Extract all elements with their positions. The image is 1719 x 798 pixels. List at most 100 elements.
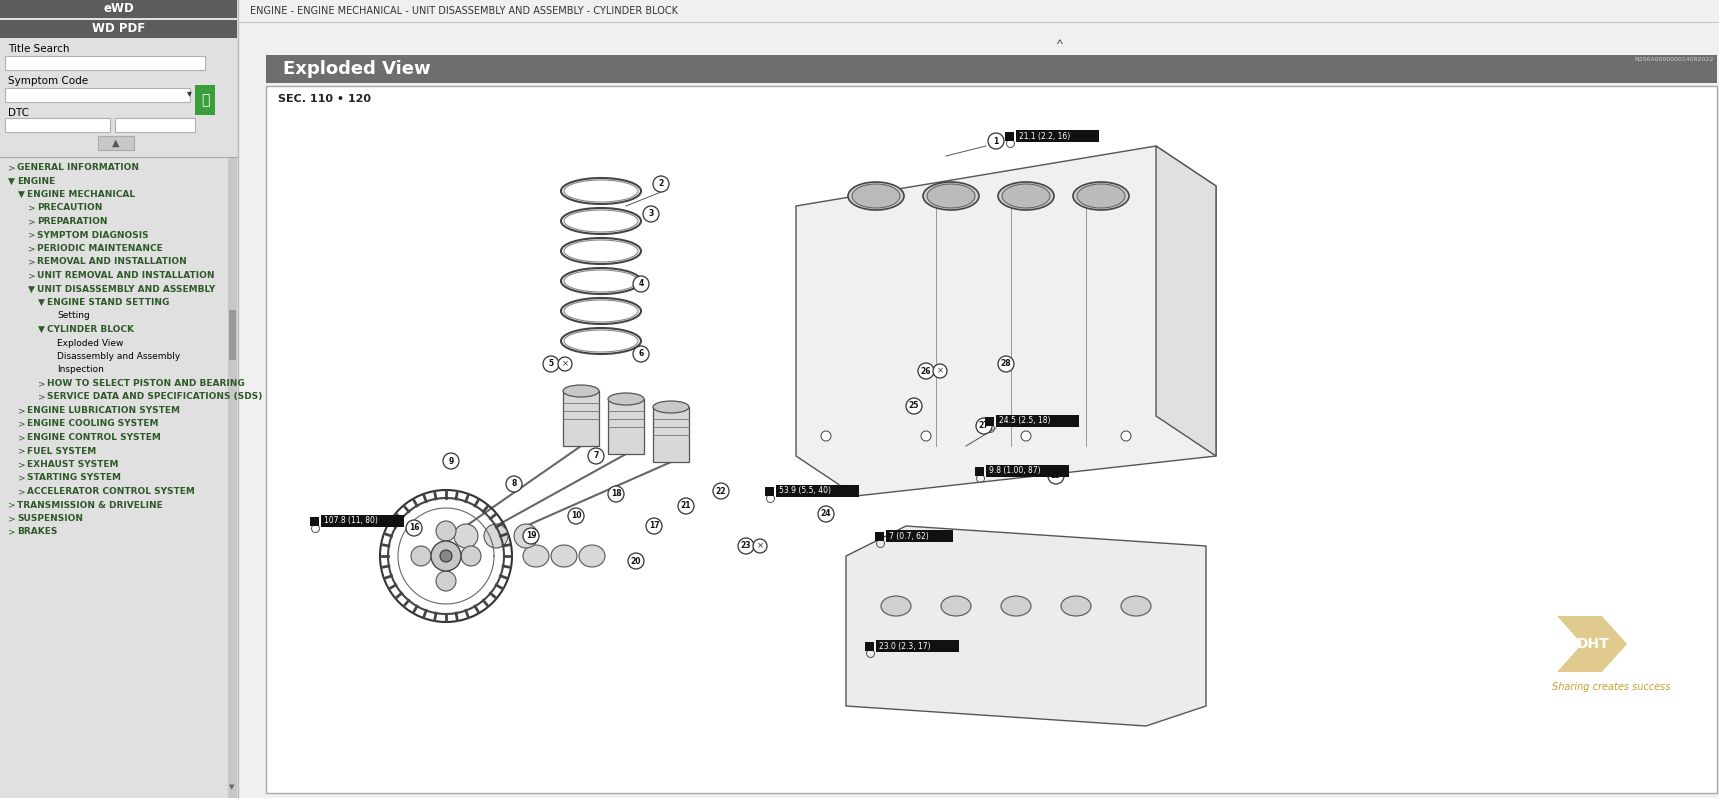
Text: ▲: ▲ (112, 138, 120, 148)
Text: >: > (28, 271, 36, 280)
Text: 6: 6 (638, 350, 643, 358)
Text: 21.1 (2.2, 16): 21.1 (2.2, 16) (1019, 132, 1071, 140)
Bar (987, 465, 1069, 477)
Text: Symptom Code: Symptom Code (9, 76, 88, 86)
Circle shape (737, 538, 755, 554)
Bar (653, 407, 689, 462)
Circle shape (677, 498, 694, 514)
Text: 20: 20 (631, 556, 641, 566)
Ellipse shape (1073, 182, 1129, 210)
Text: >: > (38, 379, 46, 388)
Text: DTC: DTC (9, 108, 29, 118)
Ellipse shape (653, 401, 689, 413)
Text: Sharing creates success: Sharing creates success (1552, 682, 1671, 692)
Text: ENGINE LUBRICATION SYSTEM: ENGINE LUBRICATION SYSTEM (28, 406, 180, 415)
Text: ▼: ▼ (38, 298, 45, 307)
Text: 10: 10 (571, 512, 581, 520)
Text: Exploded View: Exploded View (57, 338, 124, 347)
Circle shape (643, 206, 658, 222)
Text: ENGINE - ENGINE MECHANICAL - UNIT DISASSEMBLY AND ASSEMBLY - CYLINDER BLOCK: ENGINE - ENGINE MECHANICAL - UNIT DISASS… (249, 6, 677, 16)
Text: ▼: ▼ (229, 784, 236, 790)
Ellipse shape (552, 545, 578, 567)
Ellipse shape (564, 385, 598, 397)
Text: 7 (0.7, 62): 7 (0.7, 62) (889, 531, 928, 540)
Text: Title Search: Title Search (9, 44, 69, 54)
Bar (321, 515, 404, 527)
Ellipse shape (923, 182, 980, 210)
Text: UNIT DISASSEMBLY AND ASSEMBLY: UNIT DISASSEMBLY AND ASSEMBLY (38, 285, 215, 294)
Circle shape (999, 356, 1014, 372)
Circle shape (437, 521, 456, 541)
Text: Disassembly and Assembly: Disassembly and Assembly (57, 352, 180, 361)
Bar (609, 399, 645, 454)
Text: SEC. 110 • 120: SEC. 110 • 120 (278, 94, 371, 104)
Circle shape (523, 528, 540, 544)
Circle shape (514, 524, 538, 548)
Ellipse shape (609, 393, 645, 405)
Text: STARTING SYSTEM: STARTING SYSTEM (28, 473, 120, 483)
Text: >: > (9, 163, 15, 172)
Ellipse shape (940, 596, 971, 616)
Circle shape (1049, 468, 1064, 484)
Bar (229, 157, 237, 798)
Bar (5, 88, 191, 102)
Circle shape (440, 550, 452, 562)
Text: ˄: ˄ (1055, 40, 1064, 59)
Text: PREPARATION: PREPARATION (38, 217, 108, 226)
Text: 21: 21 (681, 501, 691, 511)
Circle shape (633, 276, 650, 292)
Circle shape (485, 524, 509, 548)
Text: ×: × (756, 542, 763, 551)
Circle shape (454, 524, 478, 548)
Text: >: > (17, 487, 26, 496)
Text: ▼: ▼ (9, 176, 15, 185)
Circle shape (609, 486, 624, 502)
Text: 3: 3 (648, 210, 653, 219)
Text: >: > (17, 473, 26, 483)
Text: SUSPENSION: SUSPENSION (17, 514, 83, 523)
Text: >: > (28, 258, 36, 267)
Text: 29: 29 (1050, 472, 1061, 480)
Text: ▼: ▼ (17, 190, 24, 199)
Circle shape (753, 539, 767, 553)
Bar (865, 642, 873, 650)
Circle shape (505, 476, 523, 492)
Text: DHT: DHT (1576, 637, 1609, 651)
Text: FUEL SYSTEM: FUEL SYSTEM (28, 447, 96, 456)
Bar (765, 487, 774, 496)
Circle shape (1021, 431, 1031, 441)
Text: >: > (17, 406, 26, 415)
Text: 16: 16 (409, 523, 419, 532)
Text: >: > (9, 514, 15, 523)
Polygon shape (796, 146, 1215, 496)
Text: >: > (28, 203, 36, 212)
Text: 8: 8 (511, 480, 517, 488)
Bar (115, 118, 194, 132)
Bar (885, 530, 952, 542)
Text: 26: 26 (921, 366, 932, 376)
Circle shape (406, 520, 421, 536)
Bar (0, 0, 237, 798)
Circle shape (918, 363, 933, 379)
Text: PRECAUTION: PRECAUTION (38, 203, 103, 212)
Text: >: > (17, 420, 26, 429)
Text: ⌕: ⌕ (201, 93, 210, 107)
Circle shape (653, 176, 669, 192)
Circle shape (431, 541, 461, 571)
Bar (985, 417, 994, 425)
Bar (877, 640, 959, 652)
Bar (237, 0, 1719, 22)
Bar (266, 55, 1717, 83)
Ellipse shape (1000, 596, 1031, 616)
Text: ENGINE CONTROL SYSTEM: ENGINE CONTROL SYSTEM (28, 433, 162, 442)
Circle shape (567, 508, 584, 524)
Text: >: > (28, 231, 36, 239)
Bar (995, 415, 1080, 427)
Ellipse shape (1061, 596, 1092, 616)
Ellipse shape (1002, 184, 1050, 208)
Text: Setting: Setting (57, 311, 89, 321)
Text: >: > (28, 244, 36, 253)
Circle shape (988, 133, 1004, 149)
Text: >: > (17, 433, 26, 442)
Text: ▼: ▼ (28, 285, 34, 294)
